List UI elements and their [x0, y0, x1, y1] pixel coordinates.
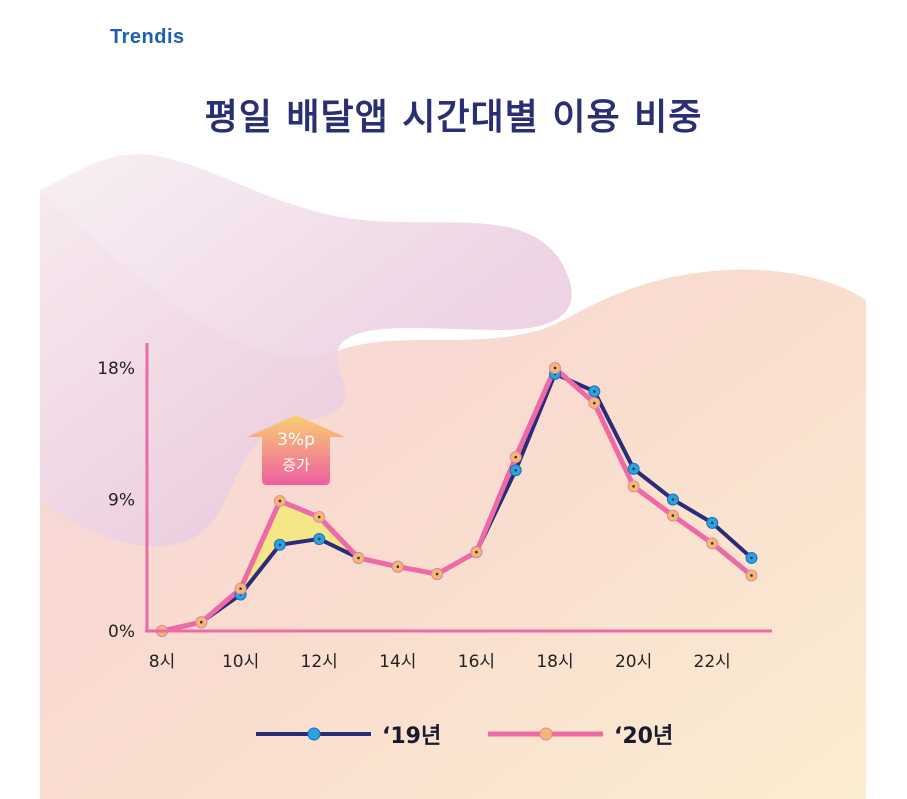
- series-line-2019: [161, 371, 753, 633]
- data-point-2019: [313, 532, 326, 545]
- data-point-2020: [313, 511, 326, 524]
- data-point-2020: [391, 560, 404, 573]
- y-tick-label: 9%: [108, 491, 135, 511]
- data-point-2020: [234, 582, 247, 595]
- series-line-2020: [161, 365, 754, 634]
- data-point-2020: [195, 616, 208, 629]
- legend-item-2020: ‘20년: [488, 718, 673, 750]
- data-point-2019: [706, 516, 719, 529]
- data-point-2020: [666, 509, 679, 522]
- y-tick-label: 0%: [108, 622, 135, 642]
- data-point-2019: [666, 493, 679, 506]
- data-point-2019: [273, 538, 286, 551]
- legend-label-2020: ‘20년: [614, 724, 674, 749]
- data-point-2019: [588, 385, 601, 398]
- legend-item-2019: ‘19년: [256, 718, 441, 750]
- data-point-2020: [588, 397, 601, 410]
- data-point-2020: [627, 480, 640, 493]
- page-title: 평일 배달앱 시간대별 이용 비중: [204, 97, 703, 138]
- data-point-2020: [273, 494, 286, 507]
- increase-callout: 3%p 증가: [247, 415, 345, 485]
- x-tick-label: 10시: [222, 652, 259, 672]
- callout-label: 증가: [282, 456, 310, 474]
- y-tick-label: 18%: [97, 359, 135, 379]
- data-point-2020: [470, 546, 483, 559]
- data-point-2019: [509, 464, 522, 477]
- x-tick-label: 12시: [301, 652, 338, 672]
- trendis-logo: Trendis: [110, 26, 185, 48]
- x-tick-label: 22시: [694, 652, 731, 672]
- data-point-2020: [352, 551, 365, 564]
- legend-label-2019: ‘19년: [382, 724, 442, 749]
- data-point-2020: [549, 362, 561, 374]
- data-point-2020: [745, 569, 758, 582]
- up-arrow-icon: [247, 415, 345, 485]
- x-tick-label: 16시: [458, 652, 495, 672]
- callout-value: 3%p: [277, 430, 315, 450]
- data-point-2020: [706, 537, 719, 550]
- legend-line-2020: [488, 727, 603, 741]
- data-point-2019: [745, 551, 758, 564]
- x-tick-label: 20시: [615, 652, 652, 672]
- data-point-2020: [509, 451, 522, 464]
- x-tick-label: 8시: [149, 652, 175, 672]
- data-point-2020: [431, 568, 444, 581]
- legend-line-2019: [256, 727, 371, 741]
- x-tick-label: 14시: [379, 652, 416, 672]
- x-tick-label: 18시: [536, 652, 573, 672]
- data-point-2019: [627, 462, 640, 475]
